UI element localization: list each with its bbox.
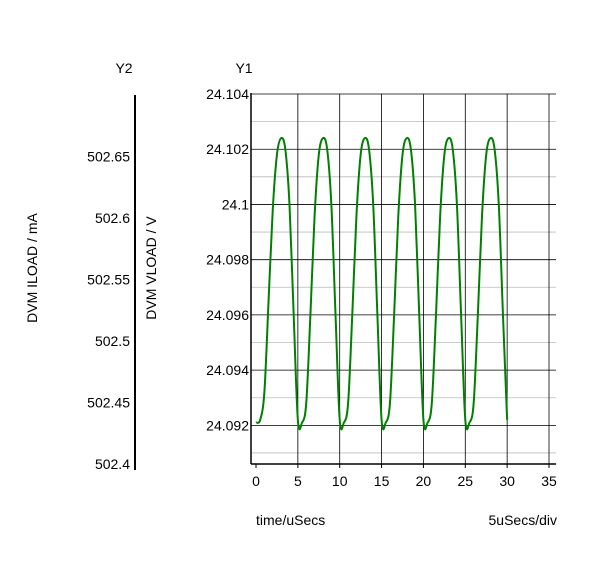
y1-tick-label: 24.092 [206, 417, 249, 433]
y2-tick-label: 502.55 [87, 272, 130, 288]
y2-tick-label: 502.4 [95, 456, 130, 472]
x-tick-label: 0 [252, 473, 260, 489]
y1-tick-label: 24.102 [206, 141, 249, 157]
y1-tick-label: 24.104 [206, 86, 249, 102]
y1-tick-label: 24.096 [206, 307, 249, 323]
y1-tick-label: 24.1 [222, 196, 249, 212]
x-tick-label: 20 [416, 473, 432, 489]
x-tick-label: 35 [541, 473, 557, 489]
x-label: time/uSecs [256, 512, 325, 528]
x-tick-label: 5 [294, 473, 302, 489]
x-tick-label: 10 [332, 473, 348, 489]
y2-tick-label: 502.5 [95, 333, 130, 349]
y2-tick-label: 502.45 [87, 395, 130, 411]
y1-label: DVM VLOAD / V [143, 216, 159, 320]
y1-axis-title: Y1 [235, 60, 252, 76]
y1-tick-label: 24.094 [206, 362, 249, 378]
x-tick-label: 25 [457, 473, 473, 489]
y2-tick-label: 502.6 [95, 210, 130, 226]
y2-axis-title: Y2 [115, 60, 132, 76]
y2-tick-label: 502.65 [87, 149, 130, 165]
y2-label: DVM ILOAD / mA [24, 212, 40, 322]
x-tick-label: 30 [499, 473, 515, 489]
y1-tick-label: 24.098 [206, 252, 249, 268]
x-scale-note: 5uSecs/div [489, 512, 557, 528]
x-tick-label: 15 [374, 473, 390, 489]
